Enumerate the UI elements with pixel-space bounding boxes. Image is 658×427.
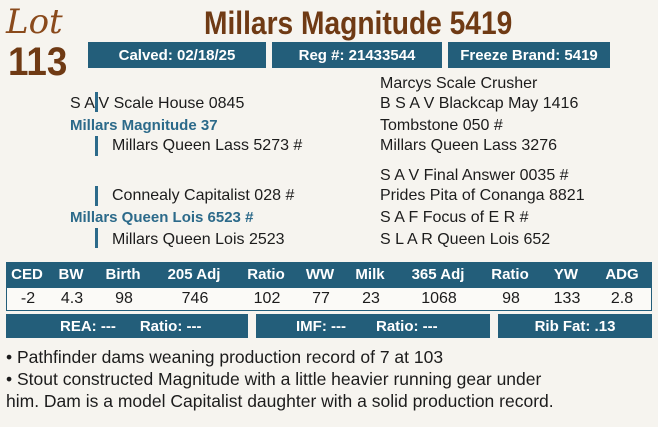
pedigree-ddd: S L A R Queen Lois 652 bbox=[380, 231, 551, 248]
epd-value: 746 bbox=[181, 290, 209, 307]
pedigree-sd: Millars Queen Lass 5273 # bbox=[112, 137, 303, 154]
note-line: him. Dam is a model Capitalist daughter … bbox=[6, 391, 554, 411]
epd-header: 205 Adj bbox=[167, 266, 221, 283]
lot-label: Lot bbox=[6, 2, 63, 42]
epd-value: 1068 bbox=[421, 290, 457, 307]
pedigree-connector bbox=[95, 228, 98, 248]
epd-header-row: CED BW Birth 205 Adj Ratio WW Milk 365 A… bbox=[6, 262, 652, 287]
freeze-brand-badge: Freeze Brand: 5419 bbox=[448, 42, 610, 68]
epd-header: 365 Adj bbox=[411, 266, 465, 283]
pedigree-ssd: B S A V Blackcap May 1416 bbox=[380, 95, 579, 112]
pedigree-sdd: Millars Queen Lass 3276 bbox=[380, 137, 557, 154]
pedigree-sss: Marcys Scale Crusher bbox=[380, 75, 538, 92]
epd-value-row: -2 4.3 98 746 102 77 23 1068 98 133 2.8 bbox=[6, 287, 652, 311]
imf-value: IMF: --- bbox=[296, 317, 346, 335]
pedigree-sds: Tombstone 050 # bbox=[380, 117, 503, 134]
epd-header: CED bbox=[11, 266, 43, 283]
epd-value: 2.8 bbox=[610, 290, 634, 307]
epd-header: BW bbox=[58, 266, 84, 283]
pedigree-dd: Millars Queen Lois 2523 bbox=[112, 231, 285, 248]
epd-value: 98 bbox=[115, 290, 133, 307]
epd-value: 4.3 bbox=[60, 290, 84, 307]
epd-table: CED BW Birth 205 Adj Ratio WW Milk 365 A… bbox=[6, 262, 652, 311]
pedigree-sire: Millars Magnitude 37 bbox=[70, 117, 218, 134]
epd-header: Milk bbox=[355, 266, 385, 283]
pedigree-ds: Connealy Capitalist 028 # bbox=[112, 187, 295, 204]
rea-value: REA: --- bbox=[60, 317, 116, 335]
epd-value: -2 bbox=[20, 290, 36, 307]
epd-value: 133 bbox=[553, 290, 581, 307]
imf-bar: IMF: --- Ratio: --- bbox=[256, 314, 490, 338]
epd-header: WW bbox=[305, 266, 335, 283]
rea-bar: REA: --- Ratio: --- bbox=[6, 314, 248, 338]
epd-header: Ratio bbox=[491, 266, 529, 283]
pedigree-dsd: Prides Pita of Conanga 8821 bbox=[380, 187, 585, 204]
epd-header: YW bbox=[553, 266, 579, 283]
note-line: • Pathfinder dams weaning production rec… bbox=[6, 347, 444, 367]
epd-header: Birth bbox=[105, 266, 141, 283]
lot-number: 113 bbox=[8, 40, 68, 84]
epd-value: 77 bbox=[312, 290, 330, 307]
epd-value: 102 bbox=[253, 290, 281, 307]
pedigree-ss: S A V Scale House 0845 bbox=[70, 95, 245, 112]
pedigree-connector bbox=[95, 92, 98, 112]
imf-ratio: Ratio: --- bbox=[375, 317, 438, 335]
rea-ratio: Ratio: --- bbox=[139, 317, 202, 335]
animal-name: Millars Magnitude 5419 bbox=[204, 5, 513, 41]
pedigree-dam: Millars Queen Lois 6523 # bbox=[70, 209, 254, 226]
epd-value: 23 bbox=[362, 290, 380, 307]
pedigree-connector bbox=[95, 186, 98, 206]
note-line: • Stout constructed Magnitude with a lit… bbox=[6, 369, 542, 389]
pedigree-dss: S A V Final Answer 0035 # bbox=[380, 167, 569, 184]
rib-fat-bar: Rib Fat: .13 bbox=[498, 314, 652, 338]
calved-badge: Calved: 02/18/25 bbox=[88, 42, 266, 68]
pedigree-connector bbox=[95, 136, 98, 156]
pedigree-dds: S A F Focus of E R # bbox=[380, 209, 529, 226]
reg-badge: Reg #: 21433544 bbox=[272, 42, 442, 68]
notes: • Pathfinder dams weaning production rec… bbox=[6, 346, 654, 412]
epd-header: Ratio bbox=[247, 266, 285, 283]
epd-value: 98 bbox=[502, 290, 520, 307]
epd-header: ADG bbox=[605, 266, 639, 283]
